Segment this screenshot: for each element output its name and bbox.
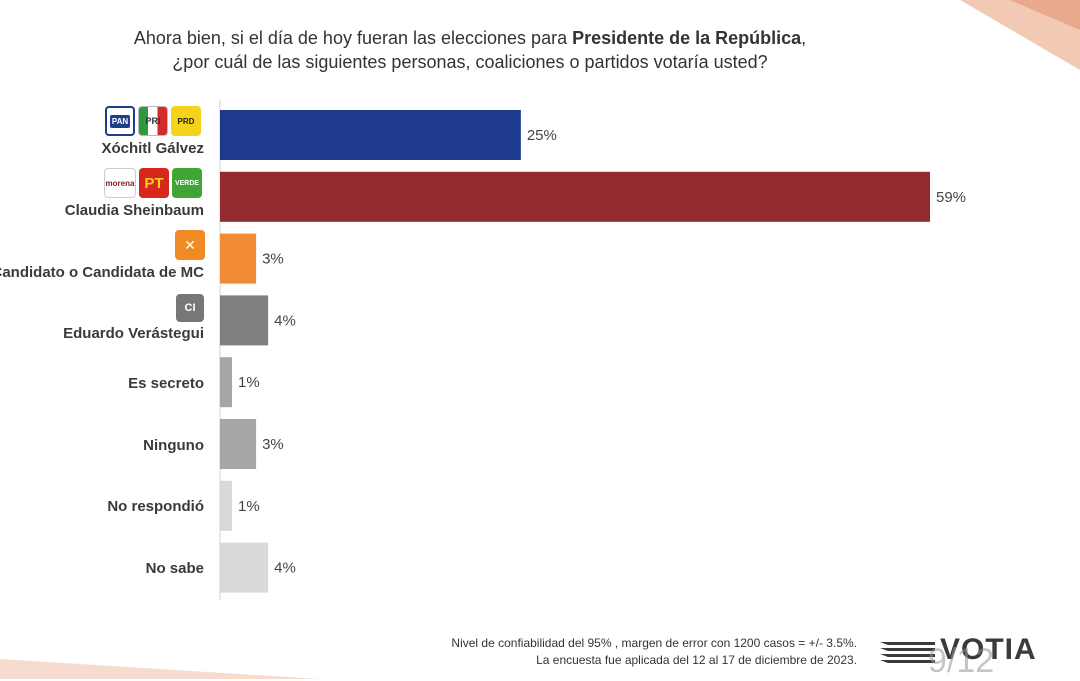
- data-label-2: 3%: [262, 251, 284, 268]
- pt-logo-icon: PT: [139, 168, 169, 198]
- data-label-7: 4%: [274, 560, 296, 577]
- data-label-3: 4%: [274, 312, 296, 329]
- bottom-decoration: [0, 659, 320, 679]
- category-label: Ninguno: [143, 437, 204, 454]
- bar-7: [220, 542, 269, 593]
- logos-claudia: morena PT VERDE: [104, 168, 202, 198]
- logos-ci: CI: [176, 294, 204, 322]
- bar-2: [220, 233, 257, 284]
- votia-logo-icon: [880, 642, 935, 663]
- data-label-5: 3%: [262, 436, 284, 453]
- category-label: Candidato o Candidata de MC: [0, 264, 204, 281]
- bar-3: [220, 295, 269, 346]
- data-label-1: 59%: [936, 189, 966, 206]
- bar-5: [220, 419, 257, 469]
- bar-4: [220, 357, 233, 408]
- ci-logo-icon: CI: [176, 294, 204, 322]
- pri-logo-icon: PRI: [138, 106, 168, 136]
- data-label-6: 1%: [238, 498, 260, 515]
- bar-0: [220, 110, 521, 160]
- category-label: Claudia Sheinbaum: [64, 202, 204, 219]
- bar-6: [220, 480, 233, 531]
- bar-1: [220, 171, 930, 222]
- category-label: No sabe: [145, 560, 204, 577]
- category-label: Es secreto: [128, 375, 204, 392]
- data-label-0: 25%: [527, 127, 557, 144]
- verde-logo-icon: VERDE: [172, 168, 202, 198]
- logos-xochitl: PAN PRI PRD: [105, 106, 201, 136]
- corner-decoration: [960, 0, 1080, 70]
- prd-logo-icon: PRD: [171, 106, 201, 136]
- brand-name: VOTIA: [940, 633, 1037, 666]
- data-label-4: 1%: [238, 374, 260, 391]
- mc-logo-icon: ✕: [175, 230, 205, 260]
- footnote: Nivel de confiabilidad del 95% , margen …: [451, 636, 857, 667]
- pan-logo-icon: PAN: [105, 106, 135, 136]
- chart-title: Ahora bien, si el día de hoy fueran las …: [133, 28, 807, 72]
- category-label: Xóchitl Gálvez: [101, 140, 204, 157]
- morena-logo-icon: morena: [104, 168, 136, 198]
- page-number: 9/12: [928, 642, 995, 680]
- category-label: No respondió: [107, 498, 204, 515]
- category-label: Eduardo Verástegui: [63, 325, 204, 342]
- logos-mc: ✕: [175, 230, 205, 260]
